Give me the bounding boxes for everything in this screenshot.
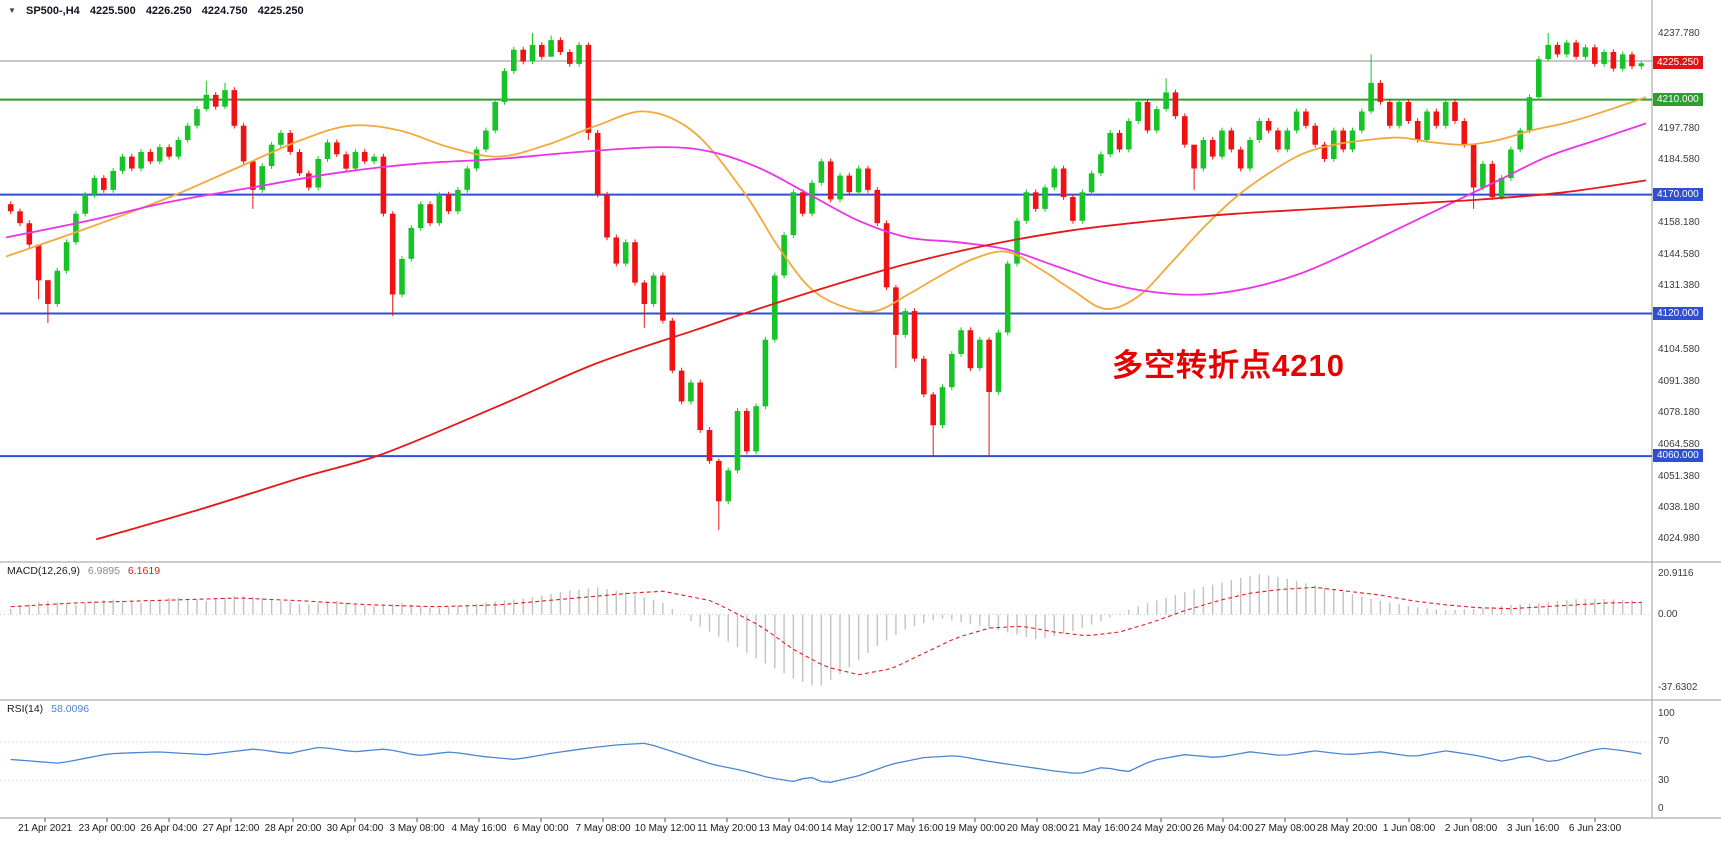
macd-histogram [9,574,1643,686]
rsi-line [10,742,1642,783]
time-axis-label: 19 May 00:00 [944,823,1006,834]
price-axis-label: 4051.380 [1658,470,1700,482]
time-axis-label: 20 May 08:00 [1006,823,1068,834]
macd-axis-label: -37.6302 [1658,681,1698,693]
time-axis-label: 7 May 08:00 [575,823,631,834]
time-axis-label: 17 May 16:00 [882,823,944,834]
price-level-badge: 4120.000 [1653,306,1703,320]
time-axis-label: 10 May 12:00 [634,823,696,834]
macd-signal-line [10,586,1642,676]
candles-layer [7,33,1645,530]
symbol-timeframe-label: SP500-,H4 [25,5,80,17]
time-axis-label: 24 May 20:00 [1130,823,1192,834]
price-axis-label: 4024.980 [1658,533,1700,545]
price-axis-label: 4184.580 [1658,154,1700,165]
symbol-marker-icon: ▼ [8,6,16,15]
time-axis-label: 21 Apr 2021 [18,823,72,834]
time-axis-label: 6 Jun 23:00 [1568,823,1622,834]
time-axis-label: 27 May 08:00 [1254,823,1316,834]
time-axis-label: 28 May 20:00 [1316,823,1378,834]
macd-main-value: 6.9895 [87,565,120,577]
time-axis-label: 28 Apr 20:00 [264,823,322,834]
rsi-axis-label: 70 [1658,736,1670,748]
price-axis-label: 4104.580 [1658,344,1700,356]
quote-high: 4226.250 [145,5,192,17]
time-axis-label: 14 May 12:00 [820,823,882,834]
macd-name: MACD(12,26,9) [7,565,80,577]
horizontal-levels [0,60,1652,458]
price-axis-label: 4064.580 [1658,439,1700,451]
macd-axis-label: 0.00 [1658,608,1678,620]
time-axis-label: 30 Apr 04:00 [326,823,384,834]
price-axis-label: 4237.780 [1658,27,1700,39]
rsi-axis-label: 0 [1658,803,1664,815]
price-level-badge: 4210.000 [1653,92,1703,106]
rsi-axis-label: 100 [1658,707,1675,719]
macd-indicator-label: MACD(12,26,9) 6.9895 6.1619 [7,565,165,577]
price-axis-label: 4144.580 [1658,249,1700,261]
price-axis-label: 4131.380 [1658,280,1700,292]
quote-header: ▼ SP500-,H4 4225.500 4226.250 4224.750 4… [8,5,311,17]
time-axis-label: 23 Apr 00:00 [78,823,136,834]
price-level-badge: 4060.000 [1653,449,1703,463]
time-axis-label: 11 May 20:00 [697,823,757,834]
time-axis-label: 2 Jun 08:00 [1444,823,1498,834]
ma-mid-magenta [5,122,1647,296]
chart-annotation: 多空转折点4210 [1112,348,1345,383]
price-axis-label: 4078.180 [1658,406,1700,418]
time-axis-label: 6 May 00:00 [513,823,569,834]
price-axis-label: 4158.180 [1658,216,1700,228]
time-axis-label: 3 May 08:00 [389,823,445,834]
ma-slow-red [95,179,1647,541]
time-axis-label: 13 May 04:00 [758,823,820,834]
price-axis-label: 4091.380 [1658,375,1700,387]
macd-signal-value: 6.1619 [127,565,161,577]
quote-close: 4225.250 [257,5,304,17]
time-axis-label: 26 Apr 04:00 [140,823,198,834]
rsi-value: 58.0096 [51,703,90,715]
quote-low: 4224.750 [201,5,248,17]
rsi-indicator-label: RSI(14) 58.0096 [7,703,94,715]
price-axis-label: 4038.180 [1658,502,1700,514]
ma-fast-orange [5,96,1647,313]
time-axis-label: 4 May 16:00 [451,823,507,834]
time-axis-label: 27 Apr 12:00 [202,823,260,834]
time-axis-label: 3 Jun 16:00 [1506,823,1560,834]
quote-open: 4225.500 [89,5,136,17]
price-level-badge: 4225.250 [1653,56,1703,70]
time-axis-label: 21 May 16:00 [1068,823,1130,834]
rsi-axis-label: 30 [1658,774,1670,786]
rsi-name: RSI(14) [7,703,44,715]
price-axis-label: 4197.780 [1658,122,1700,134]
macd-axis-label: 20.9116 [1658,567,1694,579]
time-axis-label: 1 Jun 08:00 [1382,823,1436,834]
time-axis-label: 26 May 04:00 [1192,823,1254,834]
price-level-badge: 4170.000 [1653,187,1703,201]
